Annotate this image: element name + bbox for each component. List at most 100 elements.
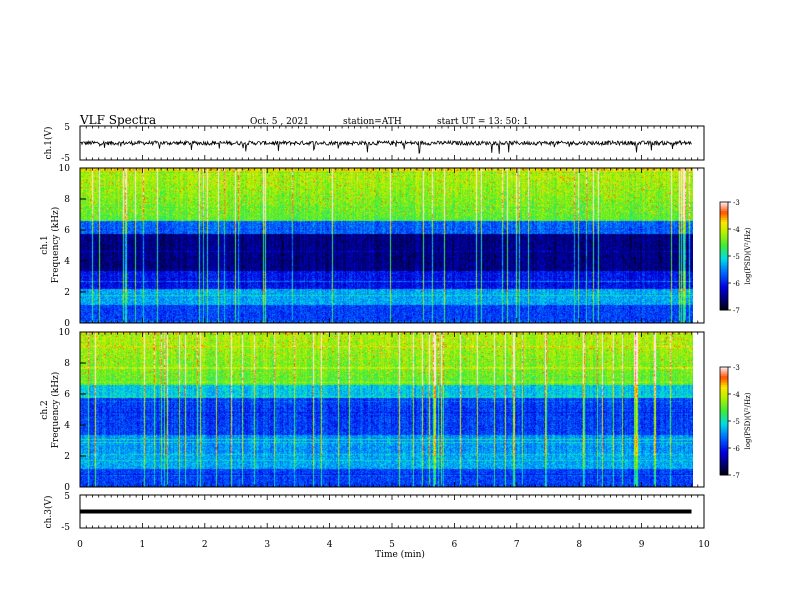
- colorbar-cell: [720, 408, 728, 411]
- colorbar-cell: [720, 286, 728, 289]
- ch1-spectrogram-ylabel: Frequency (kHz): [50, 207, 61, 284]
- colorbar-cell: [720, 439, 728, 442]
- colorbar-cell: [720, 460, 728, 463]
- colorbar-cell: [720, 283, 728, 286]
- colorbar-cell: [720, 279, 728, 282]
- colorbar-cell: [720, 390, 728, 393]
- colorbar-cell: [720, 430, 728, 433]
- colorbar-tick-label: -3: [733, 199, 740, 207]
- ch2-spectrogram-yticks: 10 8 6 4 2 0: [59, 328, 86, 493]
- station-label: station=ATH: [343, 117, 402, 127]
- colorbar-cell: [720, 214, 728, 217]
- colorbar-cell: [720, 236, 728, 239]
- colorbar-cell: [720, 385, 728, 388]
- colorbar-cell: [720, 401, 728, 404]
- colorbar-tick-label: -4: [733, 226, 740, 234]
- colorbar-cell: [720, 424, 728, 427]
- ch1-colorbar: -3 -4 -5 -6 -7 log(PSD)(V²/Hz): [719, 199, 752, 315]
- colorbar-cell: [720, 239, 728, 243]
- colorbar-cell: [720, 263, 728, 266]
- ch3-waveform-ylabel: ch.3(V): [43, 496, 54, 529]
- colorbar-cell: [720, 464, 728, 467]
- colorbar-label: log(PSD)(V²/Hz): [744, 227, 752, 284]
- colorbar-cell: [720, 202, 728, 205]
- colorbar-cell: [720, 413, 728, 417]
- colorbar-cell: [720, 212, 728, 216]
- colorbar-cell: [720, 404, 728, 408]
- ch1-ytick-bottom: -5: [61, 154, 70, 164]
- colorbar-cell: [720, 458, 728, 462]
- colorbar-cell: [720, 403, 728, 406]
- colorbar-cell: [720, 275, 728, 279]
- ch1-spectrogram-panel: 10 8 6 4 2 0 ch.1 Frequency (kHz): [40, 164, 705, 329]
- colorbar-cell: [720, 471, 728, 474]
- colorbar-tick-label: -3: [733, 364, 740, 372]
- colorbar-cell: [720, 268, 728, 271]
- colorbar-cell: [720, 399, 728, 402]
- colorbar-tick-label: -5: [733, 253, 740, 261]
- time-tick-label: 1: [140, 540, 146, 550]
- spectrogram-ytick-label: 8: [64, 359, 70, 369]
- colorbar-cell: [720, 370, 728, 373]
- colorbar-cell: [720, 254, 728, 257]
- colorbar-cell: [720, 218, 728, 221]
- colorbar-cell: [720, 394, 728, 397]
- colorbar-cell: [720, 448, 728, 451]
- colorbar-cell: [720, 397, 728, 400]
- spectrogram-ytick-label: 6: [64, 226, 70, 236]
- time-tick-label: 0: [77, 540, 83, 550]
- colorbar-cell: [720, 295, 728, 298]
- colorbar-tick-label: -6: [733, 280, 740, 288]
- colorbar-cell: [720, 437, 728, 440]
- colorbar-cell: [720, 221, 728, 225]
- ch1-spectrogram-image: [80, 168, 693, 323]
- colorbar-cell: [720, 383, 728, 386]
- colorbar-cell: [720, 238, 728, 241]
- colorbar-cell: [720, 442, 728, 445]
- colorbar-cell: [720, 211, 728, 214]
- ch2-spectrogram-ylabel-top: ch.2: [40, 400, 50, 419]
- colorbar-cell: [720, 241, 728, 244]
- spectrogram-ytick-label: 10: [59, 328, 71, 338]
- time-tick-label: 3: [264, 540, 270, 550]
- colorbar-cell: [720, 386, 728, 390]
- colorbar-cell: [720, 297, 728, 300]
- colorbar-cell: [720, 272, 728, 275]
- time-tick-label: 8: [576, 540, 582, 550]
- colorbar-cell: [720, 440, 728, 444]
- time-axis-label: Time (min): [375, 549, 425, 560]
- colorbar-cell: [720, 417, 728, 420]
- spectrogram-ytick-label: 6: [64, 390, 70, 400]
- colorbar-cell: [720, 216, 728, 219]
- ch3-waveform-panel: 5 -5 ch.3(V): [43, 492, 705, 533]
- time-tick-label: 4: [327, 540, 333, 550]
- spectrogram-ytick-label: 4: [64, 257, 70, 267]
- start-time-label: start UT = 13: 50: 1: [437, 117, 529, 127]
- colorbar-cell: [720, 293, 728, 297]
- ch1-waveform-trace: [79, 139, 692, 154]
- colorbar-cell: [720, 292, 728, 295]
- colorbar-cell: [720, 372, 728, 375]
- colorbar-tick-label: -4: [733, 391, 740, 399]
- colorbar-cell: [720, 259, 728, 262]
- colorbar-cell: [720, 455, 728, 458]
- colorbar-cell: [720, 225, 728, 228]
- colorbar-cell: [720, 306, 728, 309]
- colorbar-cell: [720, 301, 728, 304]
- colorbar-tick-label: -7: [733, 472, 740, 480]
- colorbar-cell: [720, 234, 728, 237]
- colorbar-cell: [720, 428, 728, 431]
- spectrogram-ytick-label: 0: [64, 319, 70, 329]
- colorbar-cell: [720, 230, 728, 234]
- colorbar-tick-label: -7: [733, 307, 740, 315]
- time-axis: 0 1 2 3 4 5 6 7 8 9 10: [77, 126, 710, 550]
- colorbar-cell: [720, 299, 728, 302]
- colorbar-cell: [720, 288, 728, 291]
- colorbar-cell: [720, 388, 728, 391]
- colorbar-cell: [720, 381, 728, 384]
- colorbar-cell: [720, 469, 728, 472]
- colorbar-cell: [720, 207, 728, 210]
- colorbar-cell: [720, 444, 728, 447]
- colorbar-cell: [720, 431, 728, 435]
